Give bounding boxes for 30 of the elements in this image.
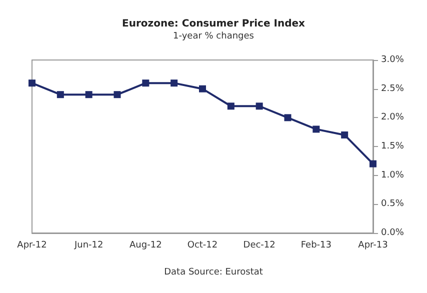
point xyxy=(199,85,206,92)
point xyxy=(170,80,178,87)
y-tick-label: 1.0% xyxy=(381,170,404,180)
point xyxy=(85,91,92,98)
chart-title: Eurozone: Consumer Price Index xyxy=(122,18,306,30)
y-tick-label: 2.0% xyxy=(381,112,404,123)
y-tick-label: 0.0% xyxy=(381,228,404,238)
x-tick-label: Aug-12 xyxy=(130,240,162,250)
chart-subtitle: 1-year % changes xyxy=(173,32,254,42)
y-tick-label: 2.5% xyxy=(381,84,404,94)
point xyxy=(284,114,292,122)
point xyxy=(114,91,121,98)
x-tick-label: Dec-12 xyxy=(243,240,276,250)
point xyxy=(142,80,150,87)
source-note: Data Source: Eurostat xyxy=(164,268,264,278)
point xyxy=(370,160,376,168)
x-tick-label: Apr-12 xyxy=(17,240,47,250)
point xyxy=(256,102,263,110)
x-tick-label: Oct-12 xyxy=(187,240,218,250)
y-tick-label: 1.5% xyxy=(381,142,404,152)
point xyxy=(56,91,64,98)
y-tick-label: 3.0% xyxy=(381,55,404,65)
x-tick-label: Jun-12 xyxy=(73,240,104,250)
point xyxy=(341,131,348,138)
point xyxy=(28,80,36,87)
y-tick-label: 0.5% xyxy=(381,199,404,210)
x-tick-label: Feb-13 xyxy=(300,240,332,250)
point xyxy=(312,126,320,133)
x-tick-label: Apr-13 xyxy=(358,240,388,250)
point xyxy=(227,102,234,110)
